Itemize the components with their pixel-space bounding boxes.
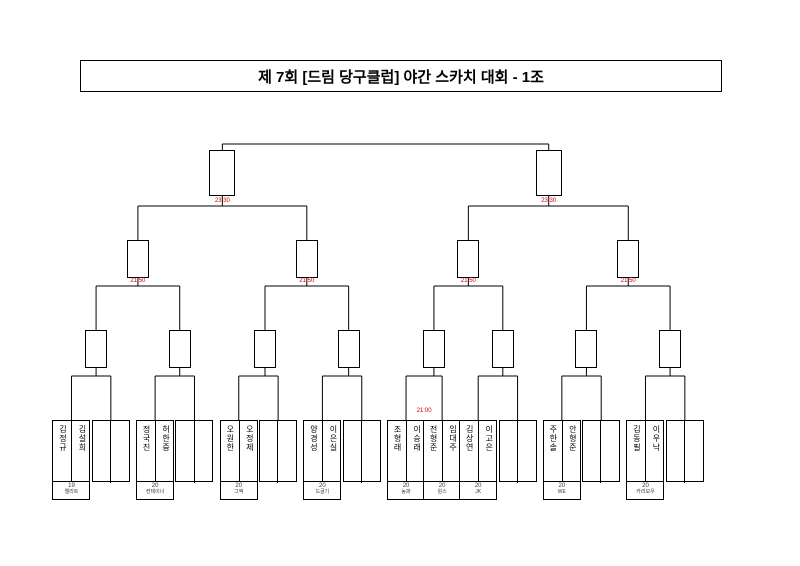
player-name: 양경성 bbox=[304, 421, 323, 483]
team-name: 컨테이너 bbox=[137, 490, 173, 496]
player-pair bbox=[343, 420, 381, 482]
seed-box: 20원스 bbox=[423, 482, 461, 500]
player-pair bbox=[666, 420, 704, 482]
player-name: 이우낙 bbox=[646, 421, 665, 483]
final-slot bbox=[536, 150, 562, 196]
player-pair bbox=[175, 420, 213, 482]
seed-box: 20드글기 bbox=[303, 482, 341, 500]
player-name: 전형준 bbox=[424, 421, 443, 483]
time-label: 23:30 bbox=[541, 198, 556, 204]
page: 제 7회 [드림 당구클럽] 야간 스카치 대회 - 1조 김정규김설희19엘리… bbox=[0, 0, 800, 566]
bracket-slot bbox=[254, 330, 276, 368]
player-name bbox=[278, 421, 296, 483]
bracket-slot bbox=[85, 330, 107, 368]
player-name bbox=[518, 421, 536, 483]
player-pair: 주한솔안형준 bbox=[543, 420, 581, 482]
player-name: 정국진 bbox=[137, 421, 156, 483]
bracket-slot bbox=[296, 240, 318, 278]
seed-box: 19엘리트 bbox=[52, 482, 90, 500]
seed-box: 20그액 bbox=[220, 482, 258, 500]
player-pair: 오원한오정제 bbox=[220, 420, 258, 482]
team-name: 원스 bbox=[424, 490, 460, 496]
seed-box: 20농파 bbox=[387, 482, 425, 500]
player-pair: 정국진허한중 bbox=[136, 420, 174, 482]
seed-box: 20컨테이너 bbox=[136, 482, 174, 500]
player-name: 김상연 bbox=[460, 421, 479, 483]
bracket-slot bbox=[575, 330, 597, 368]
player-name bbox=[195, 421, 213, 483]
player-name: 이고은 bbox=[479, 421, 498, 483]
player-name bbox=[601, 421, 619, 483]
player-name: 주한솔 bbox=[544, 421, 563, 483]
bracket-slot bbox=[338, 330, 360, 368]
player-name: 이은실 bbox=[323, 421, 342, 483]
player-pair: 김상연이고은 bbox=[459, 420, 497, 482]
player-pair: 김동필이우낙 bbox=[626, 420, 664, 482]
team-name: 농파 bbox=[388, 490, 424, 496]
bracket-slot bbox=[617, 240, 639, 278]
seed-box: 20JK bbox=[459, 482, 497, 500]
team-name: JK bbox=[460, 490, 496, 496]
player-name: 오원한 bbox=[221, 421, 240, 483]
player-name bbox=[111, 421, 129, 483]
player-name bbox=[344, 421, 362, 483]
bracket-slot bbox=[492, 330, 514, 368]
time-label: 21:50 bbox=[130, 278, 145, 284]
player-name: 김정규 bbox=[53, 421, 72, 483]
player-pair bbox=[582, 420, 620, 482]
time-label: 21:50 bbox=[621, 278, 636, 284]
player-name: 허한중 bbox=[156, 421, 175, 483]
player-name bbox=[362, 421, 380, 483]
player-name: 김설희 bbox=[72, 421, 91, 483]
team-name: 카리보우 bbox=[627, 490, 663, 496]
player-name bbox=[93, 421, 111, 483]
title-text: 제 7회 [드림 당구클럽] 야간 스카치 대회 - 1조 bbox=[258, 66, 544, 87]
player-name: 안형준 bbox=[563, 421, 582, 483]
player-pair bbox=[259, 420, 297, 482]
player-pair: 양경성이은실 bbox=[303, 420, 341, 482]
final-slot bbox=[209, 150, 235, 196]
player-pair bbox=[499, 420, 537, 482]
team-name: 엘리트 bbox=[53, 490, 89, 496]
bracket-slot bbox=[457, 240, 479, 278]
team-name: 그액 bbox=[221, 490, 257, 496]
team-name: WE bbox=[544, 490, 580, 496]
bracket-diagram: 김정규김설희19엘리트정국진허한중20컨테이너오원한오정제20그액양경성이은실2… bbox=[60, 130, 740, 510]
player-name bbox=[583, 421, 601, 483]
player-pair: 전형준임대주 bbox=[423, 420, 461, 482]
player-pair bbox=[92, 420, 130, 482]
bracket-slot bbox=[659, 330, 681, 368]
time-label: 21:50 bbox=[299, 278, 314, 284]
player-pair: 조형래이승래 bbox=[387, 420, 425, 482]
seed-box: 20카리보우 bbox=[626, 482, 664, 500]
player-name: 조형래 bbox=[388, 421, 407, 483]
player-name bbox=[500, 421, 518, 483]
time-label: 21:50 bbox=[461, 278, 476, 284]
bracket-slot bbox=[127, 240, 149, 278]
time-label: 21:00 bbox=[417, 408, 432, 414]
bracket-slot bbox=[423, 330, 445, 368]
player-pair: 김정규김설희 bbox=[52, 420, 90, 482]
seed-box: 20WE bbox=[543, 482, 581, 500]
player-name bbox=[685, 421, 703, 483]
player-name bbox=[667, 421, 685, 483]
player-name bbox=[176, 421, 194, 483]
player-name bbox=[260, 421, 278, 483]
player-name: 오정제 bbox=[240, 421, 259, 483]
time-label: 23:30 bbox=[215, 198, 230, 204]
team-name: 드글기 bbox=[304, 490, 340, 496]
player-name: 김동필 bbox=[627, 421, 646, 483]
bracket-slot bbox=[169, 330, 191, 368]
title-box: 제 7회 [드림 당구클럽] 야간 스카치 대회 - 1조 bbox=[80, 60, 722, 92]
